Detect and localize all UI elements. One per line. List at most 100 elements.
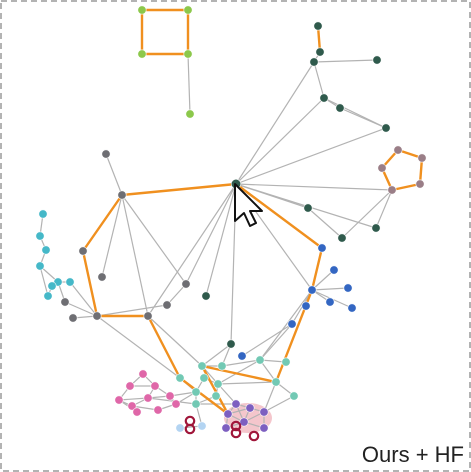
dark-teal-node[interactable] [315, 47, 325, 57]
marked-node-ring[interactable] [184, 423, 196, 435]
pink-node[interactable] [127, 401, 137, 411]
graph-edge [187, 53, 191, 115]
graph-edge [121, 194, 187, 285]
marked-node-layer [184, 415, 260, 442]
blue-node[interactable] [287, 319, 297, 329]
pink-node[interactable] [150, 381, 160, 391]
purple-node[interactable] [239, 417, 249, 427]
cyan-node[interactable] [35, 231, 45, 241]
green-node[interactable] [137, 5, 147, 15]
pink-node[interactable] [138, 369, 148, 379]
blue-node[interactable] [343, 283, 353, 293]
light-blue-node[interactable] [175, 423, 185, 433]
graph-edge [263, 395, 295, 413]
mint-node[interactable] [217, 361, 227, 371]
blue-node[interactable] [347, 303, 357, 313]
mint-node[interactable] [281, 357, 291, 367]
highlighted-edge [200, 364, 230, 416]
purple-node[interactable] [221, 423, 231, 433]
mint-node[interactable] [211, 391, 221, 401]
dark-teal-node[interactable] [201, 291, 211, 301]
graph-edge [235, 61, 315, 185]
pink-node[interactable] [114, 395, 124, 405]
light-blue-node[interactable] [197, 421, 207, 431]
mauve-node[interactable] [377, 163, 387, 173]
mint-node[interactable] [255, 355, 265, 365]
blue-node[interactable] [307, 285, 317, 295]
mint-node[interactable] [197, 361, 207, 371]
marked-node-ring[interactable] [248, 430, 260, 442]
gray-node[interactable] [181, 279, 191, 289]
blue-node[interactable] [237, 351, 247, 361]
green-node[interactable] [183, 49, 193, 59]
dark-teal-node[interactable] [303, 203, 313, 213]
mauve-node[interactable] [393, 145, 403, 155]
mint-node[interactable] [199, 373, 209, 383]
purple-node[interactable] [245, 403, 255, 413]
pink-node[interactable] [143, 393, 153, 403]
graph-edge [121, 194, 149, 317]
highlighted-edge [81, 193, 124, 253]
gray-node[interactable] [78, 246, 88, 256]
mint-node[interactable] [289, 391, 299, 401]
cyan-node[interactable] [65, 277, 75, 287]
pink-node[interactable] [165, 391, 175, 401]
cyan-node[interactable] [35, 261, 45, 271]
graph-edge [64, 301, 98, 317]
gray-node[interactable] [68, 313, 78, 323]
dark-teal-node[interactable] [335, 103, 345, 113]
mauve-node[interactable] [415, 179, 425, 189]
dark-teal-node[interactable] [313, 21, 323, 31]
graph-edge [259, 323, 293, 361]
mint-node[interactable] [191, 387, 201, 397]
pink-node[interactable] [171, 399, 181, 409]
gray-node[interactable] [143, 311, 153, 321]
purple-node[interactable] [259, 423, 269, 433]
purple-node[interactable] [223, 409, 233, 419]
pink-node[interactable] [132, 407, 142, 417]
graph-edge [147, 183, 237, 317]
cyan-node[interactable] [43, 291, 53, 301]
gray-node[interactable] [117, 190, 127, 200]
dark-teal-node[interactable] [226, 339, 236, 349]
pink-node[interactable] [153, 405, 163, 415]
mint-node[interactable] [191, 399, 201, 409]
dark-teal-node[interactable] [371, 223, 381, 233]
pink-node[interactable] [125, 381, 135, 391]
gray-node[interactable] [101, 149, 111, 159]
mauve-node[interactable] [417, 153, 427, 163]
gray-node[interactable] [60, 297, 70, 307]
marked-node-ring[interactable] [230, 420, 242, 432]
dark-teal-node[interactable] [381, 123, 391, 133]
dark-teal-node[interactable] [337, 233, 347, 243]
mint-node[interactable] [175, 373, 185, 383]
green-node[interactable] [183, 5, 193, 15]
graph-edge [205, 183, 237, 297]
blue-node[interactable] [317, 243, 327, 253]
mint-node[interactable] [271, 377, 281, 387]
gray-node[interactable] [162, 300, 172, 310]
graph-edge [241, 323, 293, 357]
green-node[interactable] [185, 109, 195, 119]
gray-node[interactable] [92, 311, 102, 321]
purple-node[interactable] [259, 407, 269, 417]
marked-node-ring[interactable] [230, 427, 242, 439]
graph-edge [105, 153, 123, 196]
graph-edge [217, 359, 261, 385]
cyan-node[interactable] [47, 281, 57, 291]
blue-node[interactable] [301, 301, 311, 311]
mint-node[interactable] [213, 379, 223, 389]
green-node[interactable] [137, 49, 147, 59]
blue-node[interactable] [325, 297, 335, 307]
blue-node[interactable] [329, 265, 339, 275]
dark-teal-node[interactable] [372, 55, 382, 65]
dark-teal-node[interactable] [309, 57, 319, 67]
cyan-node[interactable] [41, 245, 51, 255]
mauve-node[interactable] [387, 185, 397, 195]
dark-teal-node[interactable] [319, 93, 329, 103]
cyan-node[interactable] [38, 209, 48, 219]
purple-node[interactable] [231, 399, 241, 409]
graph-edge [259, 289, 313, 361]
highlighted-edge [120, 182, 238, 197]
gray-node[interactable] [97, 272, 107, 282]
